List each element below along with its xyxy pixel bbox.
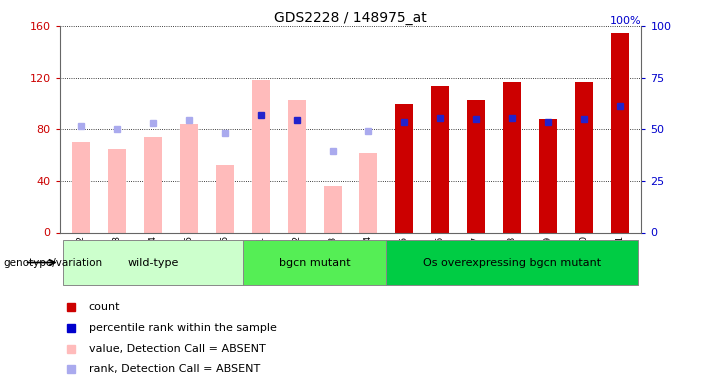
Bar [243,240,386,285]
Text: bgcn mutant: bgcn mutant [279,258,350,267]
Text: genotype/variation: genotype/variation [4,258,102,267]
Bar [503,82,521,232]
Bar [287,100,306,232]
Bar [216,165,233,232]
Bar [72,142,90,232]
Text: 100%: 100% [610,16,641,26]
Bar [63,240,243,285]
Bar [144,137,162,232]
Bar [431,86,449,232]
Bar [395,104,414,232]
Text: wild-type: wild-type [128,258,179,267]
Bar [539,119,557,232]
Bar [386,240,638,285]
Bar [180,124,198,232]
Text: Os overexpressing bgcn mutant: Os overexpressing bgcn mutant [423,258,601,267]
Bar [324,186,341,232]
Text: rank, Detection Call = ABSENT: rank, Detection Call = ABSENT [88,364,260,374]
Text: count: count [88,302,120,312]
Bar [360,153,377,232]
Text: percentile rank within the sample: percentile rank within the sample [88,323,277,333]
Title: GDS2228 / 148975_at: GDS2228 / 148975_at [274,11,427,25]
Bar [108,149,126,232]
Text: value, Detection Call = ABSENT: value, Detection Call = ABSENT [88,344,266,354]
Bar [468,100,485,232]
Bar [611,33,629,232]
Bar [252,80,270,232]
Bar [575,82,593,232]
